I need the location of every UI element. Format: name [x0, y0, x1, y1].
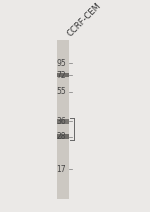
- Text: 17: 17: [56, 165, 66, 174]
- Text: 55: 55: [56, 87, 66, 96]
- FancyBboxPatch shape: [57, 40, 69, 199]
- FancyBboxPatch shape: [57, 134, 69, 139]
- Text: CCRF-CEM: CCRF-CEM: [66, 1, 103, 38]
- Text: 28: 28: [57, 132, 66, 141]
- Text: 95: 95: [56, 59, 66, 68]
- Text: 36: 36: [56, 117, 66, 126]
- FancyBboxPatch shape: [57, 73, 69, 77]
- Text: 72: 72: [56, 71, 66, 80]
- FancyBboxPatch shape: [57, 119, 69, 124]
